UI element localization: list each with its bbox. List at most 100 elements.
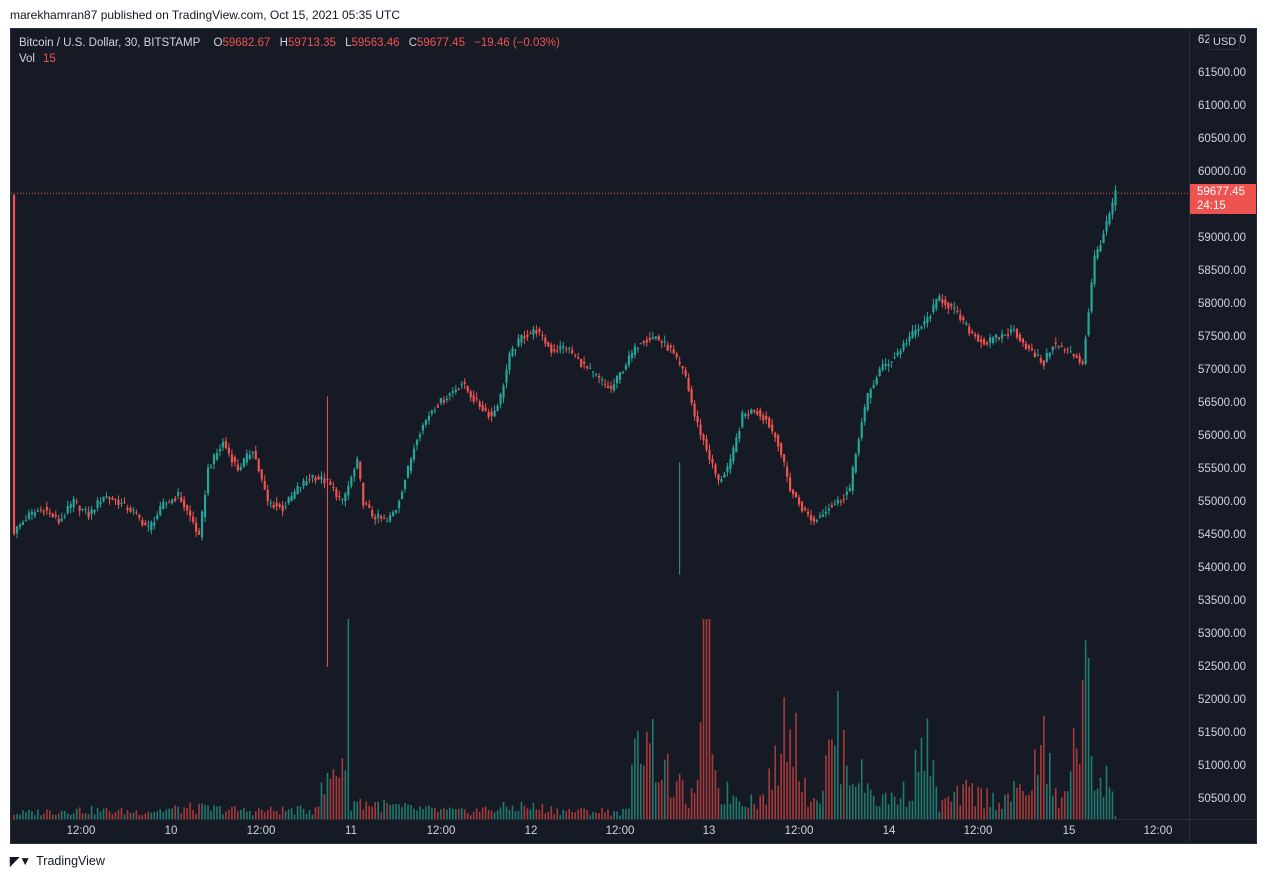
volume-bar <box>598 813 600 819</box>
candle <box>174 495 177 503</box>
volume-bar <box>246 811 248 819</box>
volume-bar <box>574 812 576 819</box>
volume-bar <box>111 814 114 819</box>
candle <box>950 302 953 311</box>
volume-bar <box>147 811 150 819</box>
candle <box>406 465 410 479</box>
candle <box>356 456 359 470</box>
candle <box>568 346 571 354</box>
candle <box>186 504 189 516</box>
candle <box>675 351 678 360</box>
candle <box>851 465 854 495</box>
candle <box>48 508 51 517</box>
candle <box>583 356 586 369</box>
candle <box>242 457 245 469</box>
candle <box>30 508 34 521</box>
candle <box>544 334 547 347</box>
volume-bar <box>684 803 687 819</box>
price-chart-plot[interactable] <box>11 29 1189 819</box>
candle <box>1087 308 1090 337</box>
symbol-title[interactable]: Bitcoin / U.S. Dollar, 30, BITSTAMP <box>19 37 201 49</box>
candle <box>815 518 819 524</box>
candle <box>451 387 454 398</box>
candle <box>538 327 541 336</box>
volume-bar <box>571 811 573 819</box>
price-tick-label: 61500.00 <box>1198 67 1246 79</box>
volume-bar <box>302 809 305 819</box>
volume-label[interactable]: Vol <box>19 53 35 65</box>
candle <box>502 383 505 403</box>
volume-bar <box>1087 657 1090 819</box>
volume-bar <box>266 809 269 819</box>
volume-bar <box>260 809 263 819</box>
candle <box>714 462 717 478</box>
volume-bar <box>762 794 765 819</box>
volume-bar <box>953 791 956 819</box>
candle <box>594 372 598 377</box>
price-tick-label: 60000.00 <box>1198 166 1246 178</box>
candle <box>914 324 917 339</box>
candle <box>72 495 75 512</box>
candle <box>126 504 129 514</box>
candle <box>941 293 944 308</box>
candle <box>666 341 669 352</box>
candle <box>302 478 305 490</box>
volume-bar <box>60 810 63 819</box>
candle <box>24 514 28 522</box>
candle <box>448 392 451 401</box>
volume-bar <box>687 807 690 819</box>
volume-bar <box>729 803 732 819</box>
candle <box>305 475 308 486</box>
volume-bar <box>971 782 973 819</box>
volume-bar <box>926 718 929 819</box>
volume-bar <box>562 809 565 819</box>
candle <box>42 509 45 516</box>
currency-label[interactable]: USD <box>1209 34 1241 50</box>
volume-bar <box>732 795 735 819</box>
candle <box>45 501 48 515</box>
volume-bar <box>657 782 660 819</box>
volume-bar <box>410 805 412 819</box>
candle <box>947 301 950 315</box>
candle <box>917 324 920 337</box>
volume-bar <box>508 809 511 819</box>
footer-brand[interactable]: ◤▼ TradingView <box>10 854 105 868</box>
volume-bar <box>720 804 723 819</box>
volume-bar <box>974 806 976 819</box>
volume-bar <box>1040 744 1042 819</box>
volume-bar <box>998 802 1000 819</box>
candle <box>732 444 735 465</box>
candle <box>221 438 225 452</box>
candle <box>269 499 272 508</box>
volume-bar <box>207 805 209 819</box>
candle <box>505 364 508 389</box>
volume-bar <box>401 806 403 819</box>
volume-bar <box>1010 801 1012 819</box>
candle <box>290 491 293 502</box>
candle <box>21 520 25 526</box>
volume-bar <box>1034 749 1036 819</box>
candle <box>84 506 87 515</box>
volume-bar <box>1099 777 1102 819</box>
volume-bar <box>404 803 406 819</box>
volume-bar <box>622 808 624 819</box>
volume-bar <box>607 809 609 819</box>
volume-bar <box>13 814 15 819</box>
candle <box>102 496 105 503</box>
candle <box>621 370 625 375</box>
volume-bar <box>25 812 27 819</box>
volume-bar <box>708 619 711 819</box>
chart-panel[interactable]: Bitcoin / U.S. Dollar, 30, BITSTAMP O596… <box>10 28 1257 844</box>
candle <box>391 510 395 517</box>
candle <box>905 338 908 347</box>
low-value: 59563.46 <box>351 37 400 49</box>
time-tick-label: 10 <box>164 825 178 837</box>
price-tick-label: 55500.00 <box>1198 463 1246 475</box>
volume-bar <box>705 619 708 819</box>
volume-bar <box>726 781 729 819</box>
candle <box>648 332 651 343</box>
candle <box>1114 185 1117 212</box>
volume-bar <box>741 806 744 819</box>
candle <box>669 343 672 354</box>
candle <box>651 331 654 340</box>
